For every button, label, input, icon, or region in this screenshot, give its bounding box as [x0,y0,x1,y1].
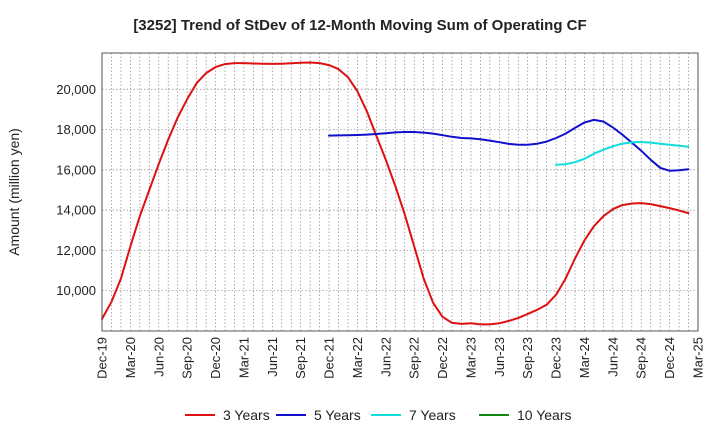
legend-label-10-years: 10 Years [517,407,572,423]
x-tick-label: Mar-20 [123,337,138,378]
x-tick-label: Dec-21 [322,337,337,379]
plot-frame [101,52,699,332]
legend-label-7-years: 7 Years [409,407,456,423]
x-tick-label: Dec-19 [95,337,110,379]
y-tick-label: 12,000 [56,243,96,258]
x-tick-label: Jun-23 [492,337,507,377]
x-tick-label: Dec-20 [208,337,223,379]
legend: 3 Years 5 Years 7 Years 10 Years [185,407,572,423]
x-tick-label: Mar-21 [236,337,251,378]
x-tick-label: Jun-22 [378,337,393,377]
x-tick-label: Sep-20 [180,337,195,379]
x-tick-label: Dec-24 [662,337,677,379]
x-axis-ticks: Dec-19 Mar-20 Jun-20 Sep-20 Dec-20 Mar-21 Jun-… [95,337,706,379]
grid [102,53,698,331]
x-tick-label: Jun-21 [265,337,280,377]
series-line-3-years [101,61,690,326]
y-tick-label: 16,000 [56,162,96,177]
chart-title: [3252] Trend of StDev of 12-Month Moving… [133,17,586,34]
series-line-5-years [328,118,690,172]
y-tick-label: 14,000 [56,203,96,218]
x-tick-label: Dec-23 [549,337,564,379]
x-tick-label: Jun-20 [151,337,166,377]
y-tick-label: 20,000 [56,82,96,97]
series-layer [101,61,690,326]
x-tick-label: Mar-22 [350,337,365,378]
x-tick-label: Dec-22 [435,337,450,379]
x-tick-label: Mar-24 [577,337,592,378]
x-tick-label: Sep-22 [407,337,422,379]
series-line-7-years [555,141,690,166]
x-tick-label: Jun-24 [605,337,620,377]
y-axis-label: Amount (million yen) [6,128,22,256]
y-tick-label: 18,000 [56,122,96,137]
legend-label-5-years: 5 Years [314,407,361,423]
x-tick-label: Mar-25 [691,337,706,378]
x-tick-label: Sep-21 [293,337,308,379]
y-axis-ticks: 10,000 12,000 14,000 16,000 18,000 20,000 [56,82,96,298]
legend-label-3-years: 3 Years [223,407,270,423]
x-tick-label: Sep-24 [634,337,649,379]
y-tick-label: 10,000 [56,283,96,298]
x-tick-label: Sep-23 [520,337,535,379]
x-tick-label: Mar-23 [463,337,478,378]
